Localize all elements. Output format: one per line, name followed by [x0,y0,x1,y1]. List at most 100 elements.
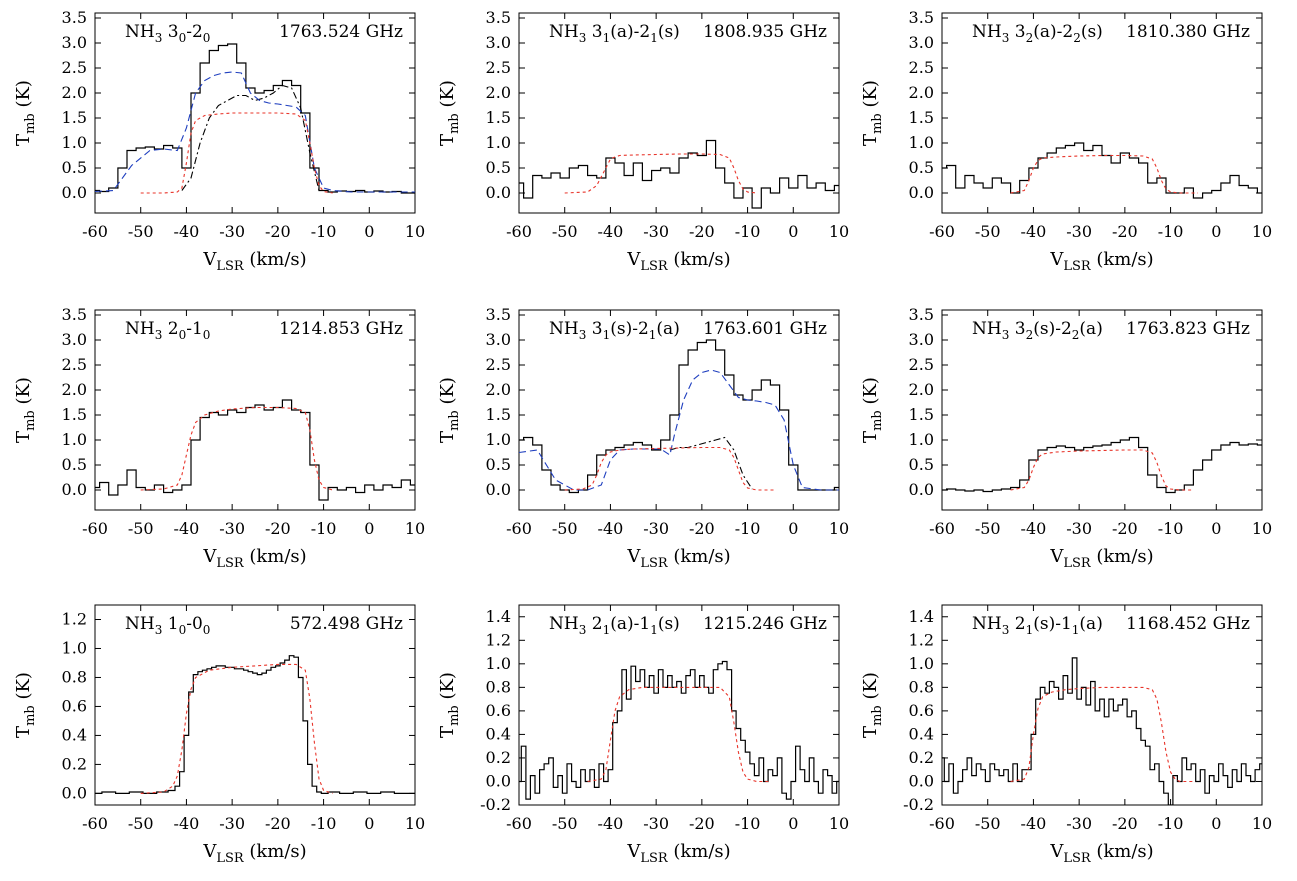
panel-2: -60 -50 -40 -30 -20 -10 0 10 0.0 0.5 1.0 1.5 2.0 2.5 3… [437,8,849,274]
y-tick-label: 2.0 [909,83,934,102]
y-tick-label: 3.5 [62,305,87,324]
y-tick-label: 0.6 [486,701,511,720]
x-axis-title: VLSR (km/s) [626,841,730,866]
y-tick-label: 3.0 [909,33,934,52]
y-tick-label: 0.0 [62,480,87,499]
panel-frequency: 1763.823 GHz [1126,319,1250,339]
x-axis-title: VLSR (km/s) [626,546,730,571]
x-tick-label: -30 [219,222,245,241]
x-tick-label: 0 [364,519,374,538]
x-tick-label: -20 [689,814,715,833]
panel-8: -60 -50 -40 -30 -20 -10 0 10 -0.2 0.0 0.2 0.4 0.6 0.8… [437,604,849,866]
observed-spectrum [95,655,415,794]
y-axis-title: Tmb (K) [860,672,885,738]
plot-frame [941,309,1263,511]
y-axis-title: Tmb (K) [437,80,462,146]
x-tick-label: -40 [1021,519,1047,538]
x-axis-title: VLSR (km/s) [202,841,306,866]
panel-title: NH3 10-00 [125,614,210,637]
x-tick-label: -60 [82,519,108,538]
panel-title: NH3 30-20 [125,22,210,45]
y-tick-label: 2.5 [909,58,934,77]
x-tick-label: -40 [174,222,200,241]
x-tick-label: -20 [265,814,291,833]
model-red-dotted [140,112,333,194]
y-tick-label: 1.2 [62,609,87,628]
x-tick-label: -20 [1112,222,1138,241]
plot-frame [518,12,840,214]
x-tick-label: 10 [829,222,849,241]
panel-title: NH3 31(s)-21(a) [549,319,680,342]
y-tick-label: 1.5 [909,108,934,127]
y-tick-label: 3.0 [62,33,87,52]
x-tick-label: -30 [1066,814,1092,833]
y-tick-label: 1.0 [62,638,87,657]
x-tick-label: -60 [82,814,108,833]
y-tick-label: 0.8 [62,667,87,686]
observed-spectrum [942,436,1262,494]
y-tick-label: 3.5 [486,305,511,324]
x-tick-label: -20 [689,519,715,538]
y-tick-label: 0.0 [486,480,511,499]
x-tick-label: 10 [405,222,425,241]
panel-frequency: 1810.380 GHz [1126,22,1250,42]
y-tick-label: 0.0 [909,183,934,202]
x-tick-label: -50 [975,814,1001,833]
plot-frame [94,12,416,214]
observed-spectrum [95,43,415,194]
panel-4: -60 -50 -40 -30 -20 -10 0 10 0.0 0.5 1.0 1.5 2.0 2.5 3… [13,305,425,571]
x-tick-label: -40 [598,222,624,241]
panel-title: NH3 31(a)-21(s) [549,22,680,45]
model-red-dotted [587,686,771,783]
x-tick-label: 0 [1211,519,1221,538]
x-tick-label: -40 [174,814,200,833]
y-tick-label: 0.0 [909,480,934,499]
y-tick-label: 2.0 [62,380,87,399]
model-red-dotted [1010,154,1198,194]
y-tick-label: 1.4 [909,607,934,626]
plot-frame [94,309,416,511]
y-tick-label: 0.4 [909,724,934,743]
x-axis-title: VLSR (km/s) [202,546,306,571]
model-red-dotted [1010,686,1194,783]
model-red-dotted [140,663,333,794]
y-tick-label: 0.2 [486,748,511,767]
y-tick-label: 3.5 [909,8,934,27]
x-tick-label: 0 [788,519,798,538]
y-tick-label: 0.8 [909,677,934,696]
x-tick-label: -10 [1158,814,1184,833]
y-tick-label: 0.4 [486,724,511,743]
x-tick-label: 10 [405,519,425,538]
y-tick-label: 1.4 [486,607,511,626]
plot-frame [941,604,1263,806]
x-tick-label: -40 [1021,814,1047,833]
x-tick-label: 10 [1252,814,1272,833]
y-tick-label: 0.4 [62,725,87,744]
y-tick-label: 1.5 [62,405,87,424]
y-tick-label: 1.5 [486,108,511,127]
y-tick-label: 1.0 [486,430,511,449]
y-tick-label: 0.6 [909,701,934,720]
y-tick-label: 2.0 [486,83,511,102]
x-tick-label: -40 [598,814,624,833]
x-axis-title: VLSR (km/s) [626,249,730,274]
panel-title: NH3 21(s)-11(a) [972,614,1103,637]
y-tick-label: 0.2 [62,754,87,773]
panel-title: NH3 21(a)-11(s) [549,614,680,637]
x-tick-label: -20 [265,222,291,241]
y-tick-label: 1.2 [486,630,511,649]
x-axis-title: VLSR (km/s) [202,249,306,274]
x-tick-label: -50 [128,222,154,241]
x-tick-label: -60 [82,222,108,241]
y-tick-label: 1.2 [909,630,934,649]
x-tick-label: 10 [405,814,425,833]
y-tick-label: 1.0 [62,430,87,449]
y-tick-label: 1.0 [909,133,934,152]
y-tick-label: 0.5 [486,158,511,177]
plot-frame [518,604,840,806]
x-tick-label: -20 [1112,519,1138,538]
y-tick-label: 3.5 [909,305,934,324]
x-tick-label: -20 [265,519,291,538]
model-dash-dot [669,436,753,490]
